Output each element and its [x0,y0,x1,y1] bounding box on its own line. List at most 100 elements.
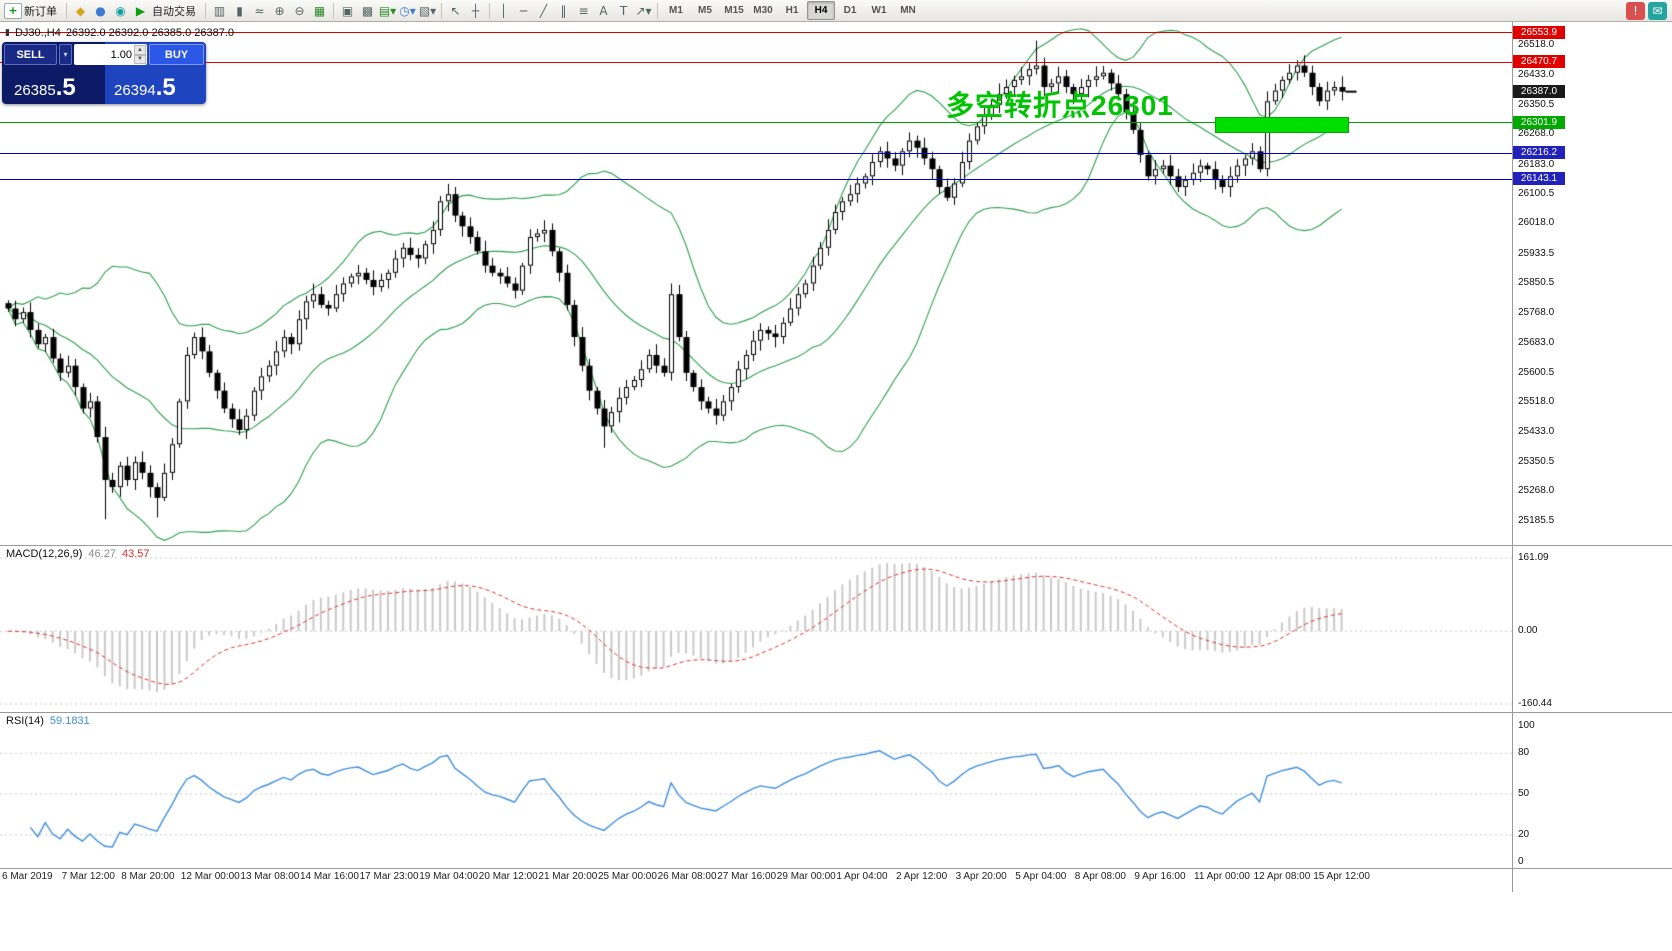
sell-price: 26385 .5 [14,74,76,101]
price-tick: 26100.5 [1518,188,1555,199]
time-label: 14 Mar 16:00 [300,871,359,882]
price-badge-26387.0: 26387.0 [1513,85,1565,99]
time-label: 15 Apr 12:00 [1313,871,1370,882]
price-tick: 25185.5 [1518,514,1555,526]
timeframe-d1[interactable]: D1 [843,5,857,16]
buy-button[interactable]: BUY [149,44,204,65]
panel-divider-rsi[interactable] [0,712,1672,713]
volume-input[interactable]: 1.00 ▲ ▼ [74,44,147,65]
volume-value: 1.00 [110,48,132,61]
time-label: 5 Apr 04:00 [1015,871,1067,882]
sell-button[interactable]: SELL [4,44,57,65]
panel-divider-macd[interactable] [0,545,1672,546]
price-tick: 26268.0 [1518,128,1555,140]
autotrade-icon[interactable]: ▶ [135,3,146,18]
toolbar-separator [333,2,334,19]
profiles-icon[interactable]: ● [95,3,106,18]
time-label: 12 Apr 08:00 [1253,871,1311,882]
timeframe-m1[interactable]: M1 [669,5,683,16]
price-badge-26470.7: 26470.7 [1513,55,1565,69]
volume-dropdown-icon[interactable]: ▾ [59,44,72,65]
templates-icon[interactable]: ▧▾ [418,3,437,18]
indicators-icon[interactable]: ▦ [313,3,326,18]
timeframe-m30[interactable]: M30 [753,5,773,16]
pivot-annotation[interactable]: 多空转折点26301 [946,90,1174,121]
favorites-icon[interactable]: ◆ [75,3,86,18]
rsi-scale-tick: 50 [1518,788,1530,799]
macd-signal-value: 43.57 [121,548,150,560]
one-click-trading-panel: SELL ▾ 1.00 ▲ ▼ BUY 26385 .5 26394 .5 [2,42,206,104]
text-label-icon[interactable]: T [619,3,628,18]
time-label: 9 Apr 16:00 [1134,871,1186,882]
time-label: 29 Mar 00:00 [776,871,836,882]
zoom-out-icon[interactable]: ⊖ [294,3,305,18]
macd-name: MACD(12,26,9) [6,548,83,560]
time-label: 13 Mar 08:00 [240,871,300,882]
bar-chart-icon[interactable]: ▥ [213,3,226,18]
buy-price-frac: .5 [155,74,176,101]
timeframe-h4[interactable]: H4 [807,1,835,20]
rsi-scale-tick: 80 [1518,747,1530,759]
line-chart-icon[interactable]: ≈ [254,3,265,18]
price-badge-26301.9: 26301.9 [1513,115,1565,129]
price-tick: 25433.0 [1518,426,1555,438]
timeframe-m15[interactable]: M15 [724,5,744,16]
alerts-icon[interactable]: ! [1626,1,1645,20]
timeframe-m5[interactable]: M5 [698,5,712,16]
trendline-icon[interactable]: ╱ [539,3,548,18]
toolbar-separator [205,2,206,19]
price-tick: 25268.0 [1518,485,1555,497]
volume-up-icon[interactable]: ▲ [134,45,146,55]
timeframe-h1[interactable]: H1 [785,5,799,16]
time-label: 8 Apr 08:00 [1074,871,1126,882]
time-label: 1 Apr 04:00 [836,871,888,882]
cursor-icon[interactable]: ↖ [450,3,461,18]
chart-canvas[interactable] [0,22,1512,868]
autotrade-label: 自动交易 [152,5,196,18]
arrows-icon[interactable]: ↗▾ [635,3,652,18]
price-tick: 25683.0 [1518,337,1555,349]
buy-price-main: 26394 [114,82,156,99]
price-tick: 26183.0 [1518,158,1555,170]
zoom-in-icon[interactable]: ⊕ [274,3,285,18]
rsi-scale-tick: 20 [1518,828,1530,840]
toolbar-separator [66,2,67,19]
rsi-label: RSI(14) 59.1831 [6,715,90,727]
toolbar-separator [441,2,442,19]
time-label: 3 Apr 20:00 [955,871,1007,882]
volume-stepper[interactable]: ▲ ▼ [134,45,146,64]
price-axis-line [1512,22,1513,892]
candlestick-chart-icon[interactable]: ▮ [236,3,243,18]
equidistant-channel-icon[interactable]: ‖ [560,3,567,18]
macd-main-value: 46.27 [88,548,116,560]
vertical-line-icon[interactable]: │ [499,3,508,18]
periods-icon[interactable]: ◷▾ [399,3,416,18]
price-tick: 26518.0 [1518,38,1555,50]
rsi-scale-tick: 0 [1518,856,1524,867]
crosshair-icon[interactable]: ┼ [471,3,480,18]
time-label: 12 Mar 00:00 [180,871,240,882]
text-icon[interactable]: A [599,3,608,18]
price-tick: 26018.0 [1518,217,1555,229]
mql5-icon[interactable]: ◉ [115,3,126,18]
timeframe-mn[interactable]: MN [900,5,916,16]
timeframe-w1[interactable]: W1 [871,5,887,16]
toolbar-separator [489,2,490,19]
mailbox-icon[interactable]: ✉ [1648,1,1667,20]
sell-price-frac: .5 [55,74,76,101]
price-badge-26143.1: 26143.1 [1513,172,1565,186]
sell-price-main: 26385 [14,82,56,99]
cascade-windows-icon[interactable]: ▩ [361,3,374,18]
tile-windows-icon[interactable]: ▣ [341,3,354,18]
macd-scale-tick: 161.09 [1518,552,1549,563]
macd-scale-tick: 0.00 [1518,625,1538,637]
horizontal-line-icon[interactable]: ─ [519,3,528,18]
new-order-icon[interactable]: + [4,2,22,19]
rsi-value: 59.1831 [49,715,90,727]
fibonacci-icon[interactable]: ≡ [578,3,589,18]
new-chart-icon[interactable]: ▤▾ [378,3,397,18]
chart-ohlc-values: 26392.0 26392.0 26385.0 26387.0 [65,27,235,39]
volume-down-icon[interactable]: ▼ [134,54,146,64]
time-label: 25 Mar 00:00 [598,871,657,882]
